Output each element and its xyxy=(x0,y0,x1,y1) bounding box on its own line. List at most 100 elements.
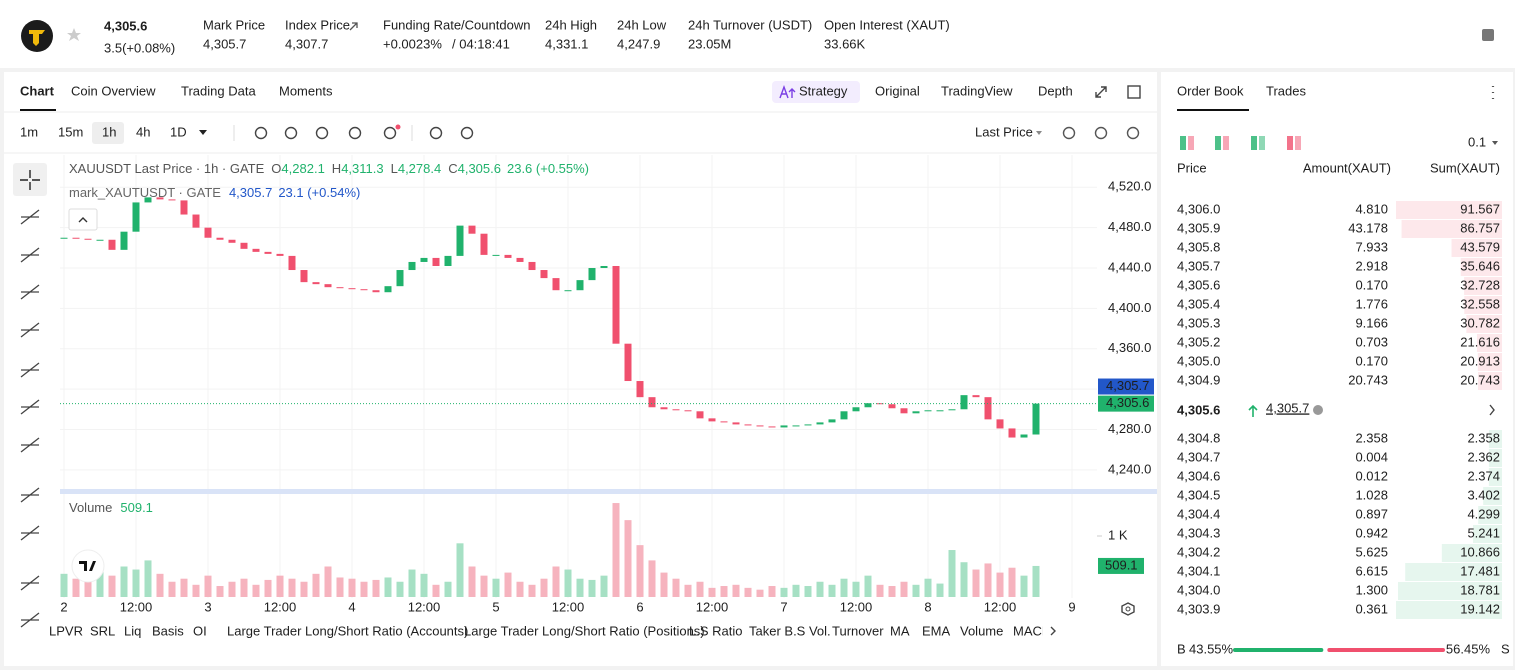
drawing-tool[interactable] xyxy=(20,209,40,225)
book-price[interactable]: 4,305.8 xyxy=(1177,239,1220,254)
indicator[interactable]: Volume xyxy=(960,623,1003,638)
drawing-tool[interactable] xyxy=(20,437,40,453)
indicator[interactable]: OI xyxy=(193,623,207,638)
sell-ratio: 56.45% xyxy=(1446,641,1491,656)
volume-bar xyxy=(396,581,404,597)
favorite-star[interactable] xyxy=(67,28,81,41)
layout-icon[interactable] xyxy=(1180,136,1186,150)
book-price[interactable]: 4,305.7 xyxy=(1177,258,1220,273)
book-price[interactable]: 4,304.2 xyxy=(1177,544,1220,559)
mid-next[interactable] xyxy=(1489,404,1495,416)
view-tab[interactable]: Strategy xyxy=(799,83,848,98)
tool-icon[interactable] xyxy=(1094,126,1108,140)
view-tab[interactable]: TradingView xyxy=(941,83,1013,98)
indicator[interactable]: Basis xyxy=(152,623,184,638)
book-price[interactable]: 4,303.9 xyxy=(1177,601,1220,616)
chart-tab[interactable]: Chart xyxy=(20,83,55,98)
x-tick-label: 12:00 xyxy=(984,599,1017,614)
candle xyxy=(360,289,368,291)
tool-icon[interactable] xyxy=(1062,126,1076,140)
tool-icon[interactable] xyxy=(348,126,362,140)
drawing-tool[interactable] xyxy=(20,612,40,628)
drawing-tool[interactable] xyxy=(20,362,40,378)
chart-tab[interactable]: Moments xyxy=(279,83,333,98)
volume-bar xyxy=(900,581,908,597)
interval[interactable]: 15m xyxy=(58,124,83,139)
depth-bar xyxy=(1397,582,1502,600)
book-price[interactable]: 4,305.4 xyxy=(1177,296,1220,311)
tool-icon[interactable] xyxy=(1126,126,1140,140)
strategy-pill[interactable] xyxy=(772,81,860,103)
drawing-tool[interactable] xyxy=(20,487,40,503)
dropdown-arrow[interactable] xyxy=(199,130,207,135)
book-price[interactable]: 4,306.0 xyxy=(1177,201,1220,216)
tool-icon[interactable] xyxy=(315,126,329,140)
view-tab[interactable]: Original xyxy=(875,83,920,98)
volume-bar xyxy=(528,584,536,597)
tool-icon[interactable] xyxy=(383,126,397,140)
crosshair-tool[interactable] xyxy=(20,170,40,190)
interval[interactable]: 1m xyxy=(20,124,38,139)
candle xyxy=(804,424,812,426)
book-price[interactable]: 4,304.0 xyxy=(1177,582,1220,597)
book-price[interactable]: 4,305.2 xyxy=(1177,334,1220,349)
layout-icon[interactable] xyxy=(1287,136,1293,150)
book-price[interactable]: 4,305.6 xyxy=(1177,277,1220,292)
book-price[interactable]: 4,304.5 xyxy=(1177,487,1220,502)
book-price[interactable]: 4,304.3 xyxy=(1177,525,1220,540)
ob-tab[interactable]: Order Book xyxy=(1177,83,1244,98)
book-price[interactable]: 4,304.4 xyxy=(1177,506,1220,521)
volume-bar xyxy=(588,579,596,597)
indicator[interactable]: MA xyxy=(890,623,910,638)
book-price[interactable]: 4,304.6 xyxy=(1177,468,1220,483)
interval[interactable]: 1D xyxy=(170,124,187,139)
chart-tab[interactable]: Coin Overview xyxy=(71,83,156,98)
indicator[interactable]: LPVR xyxy=(49,623,83,638)
book-price[interactable]: 4,305.3 xyxy=(1177,315,1220,330)
book-price[interactable]: 4,304.7 xyxy=(1177,449,1220,464)
indicator[interactable]: Turnover xyxy=(832,623,884,638)
indicator[interactable]: Taker B.S Vol. xyxy=(749,623,831,638)
indicator[interactable]: Liq xyxy=(124,623,141,638)
interval[interactable]: 4h xyxy=(136,124,150,139)
indicator[interactable]: Large Trader Long/Short Ratio (Accounts) xyxy=(227,623,468,638)
drawing-tool[interactable] xyxy=(20,399,40,415)
indicator[interactable]: MACD xyxy=(1013,623,1051,638)
drawing-tool[interactable] xyxy=(20,525,40,541)
price-source[interactable]: Last Price xyxy=(975,124,1033,139)
header-icon[interactable] xyxy=(1482,29,1494,41)
interval[interactable]: 1h xyxy=(102,124,116,139)
indicator[interactable]: L.S Ratio xyxy=(689,623,742,638)
view-tab[interactable]: Depth xyxy=(1038,83,1073,98)
book-price[interactable]: 4,305.9 xyxy=(1177,220,1220,235)
tool-icon[interactable] xyxy=(284,126,298,140)
window-icon[interactable] xyxy=(1127,85,1141,99)
indicator[interactable]: Large Trader Long/Short Ratio (Positions… xyxy=(464,623,705,638)
tool-icon[interactable] xyxy=(429,126,443,140)
drawing-tool[interactable] xyxy=(20,575,40,591)
indicator[interactable]: EMA xyxy=(922,623,951,638)
candle xyxy=(216,237,224,240)
book-price[interactable]: 4,304.9 xyxy=(1177,372,1220,387)
drawing-tool[interactable] xyxy=(20,322,40,338)
book-price[interactable]: 4,305.0 xyxy=(1177,353,1220,368)
layout-icon[interactable] xyxy=(1251,136,1257,150)
settings-icon[interactable] xyxy=(1121,602,1135,616)
mid-mark: 4,305.7 xyxy=(1266,400,1309,415)
indicator-next[interactable] xyxy=(1050,626,1056,636)
ob-tab[interactable]: Trades xyxy=(1266,83,1306,98)
collapse-button[interactable] xyxy=(68,208,98,231)
book-sum: 5.241 xyxy=(1467,525,1500,540)
drawing-tool[interactable] xyxy=(20,247,40,263)
indicator[interactable]: SRL xyxy=(90,623,115,638)
layout-icon[interactable] xyxy=(1215,136,1221,150)
precision[interactable]: 0.1 xyxy=(1468,134,1486,149)
expand-icon[interactable] xyxy=(1095,86,1107,98)
drawing-tool[interactable] xyxy=(20,284,40,300)
book-amount: 20.743 xyxy=(1348,372,1388,387)
tool-icon[interactable] xyxy=(460,126,474,140)
chart-tab[interactable]: Trading Data xyxy=(181,83,256,98)
book-price[interactable]: 4,304.8 xyxy=(1177,430,1220,445)
book-price[interactable]: 4,304.1 xyxy=(1177,563,1220,578)
tool-icon[interactable] xyxy=(254,126,268,140)
